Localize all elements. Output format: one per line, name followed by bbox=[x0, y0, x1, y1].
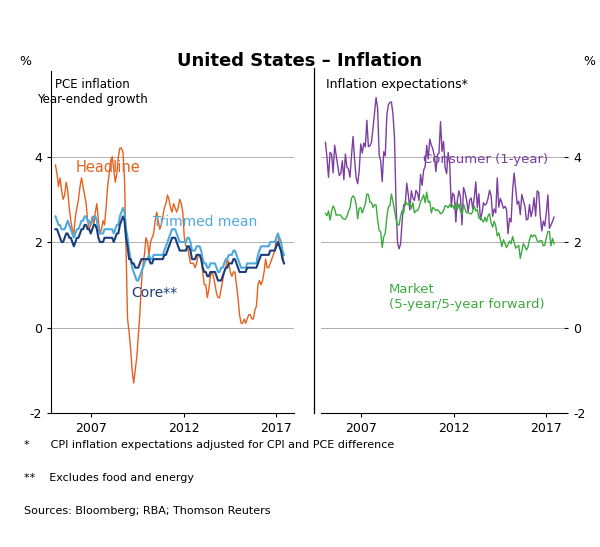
Text: Headline: Headline bbox=[76, 160, 140, 175]
Text: %: % bbox=[584, 55, 596, 68]
Text: Consumer (1-year): Consumer (1-year) bbox=[423, 153, 548, 166]
Text: Core**: Core** bbox=[131, 287, 178, 300]
Text: Market
(5-year/5-year forward): Market (5-year/5-year forward) bbox=[389, 283, 545, 311]
Text: Inflation expectations*: Inflation expectations* bbox=[326, 78, 468, 91]
Text: **    Excludes food and energy: ** Excludes food and energy bbox=[24, 473, 194, 483]
Text: *      CPI inflation expectations adjusted for CPI and PCE difference: * CPI inflation expectations adjusted fo… bbox=[24, 440, 394, 450]
Text: Sources: Bloomberg; RBA; Thomson Reuters: Sources: Bloomberg; RBA; Thomson Reuters bbox=[24, 506, 271, 516]
Text: PCE inflation
Year-ended growth: PCE inflation Year-ended growth bbox=[37, 78, 148, 106]
Text: United States – Inflation: United States – Inflation bbox=[178, 52, 422, 70]
Text: %: % bbox=[19, 55, 31, 68]
Text: Trimmed mean: Trimmed mean bbox=[153, 214, 257, 229]
